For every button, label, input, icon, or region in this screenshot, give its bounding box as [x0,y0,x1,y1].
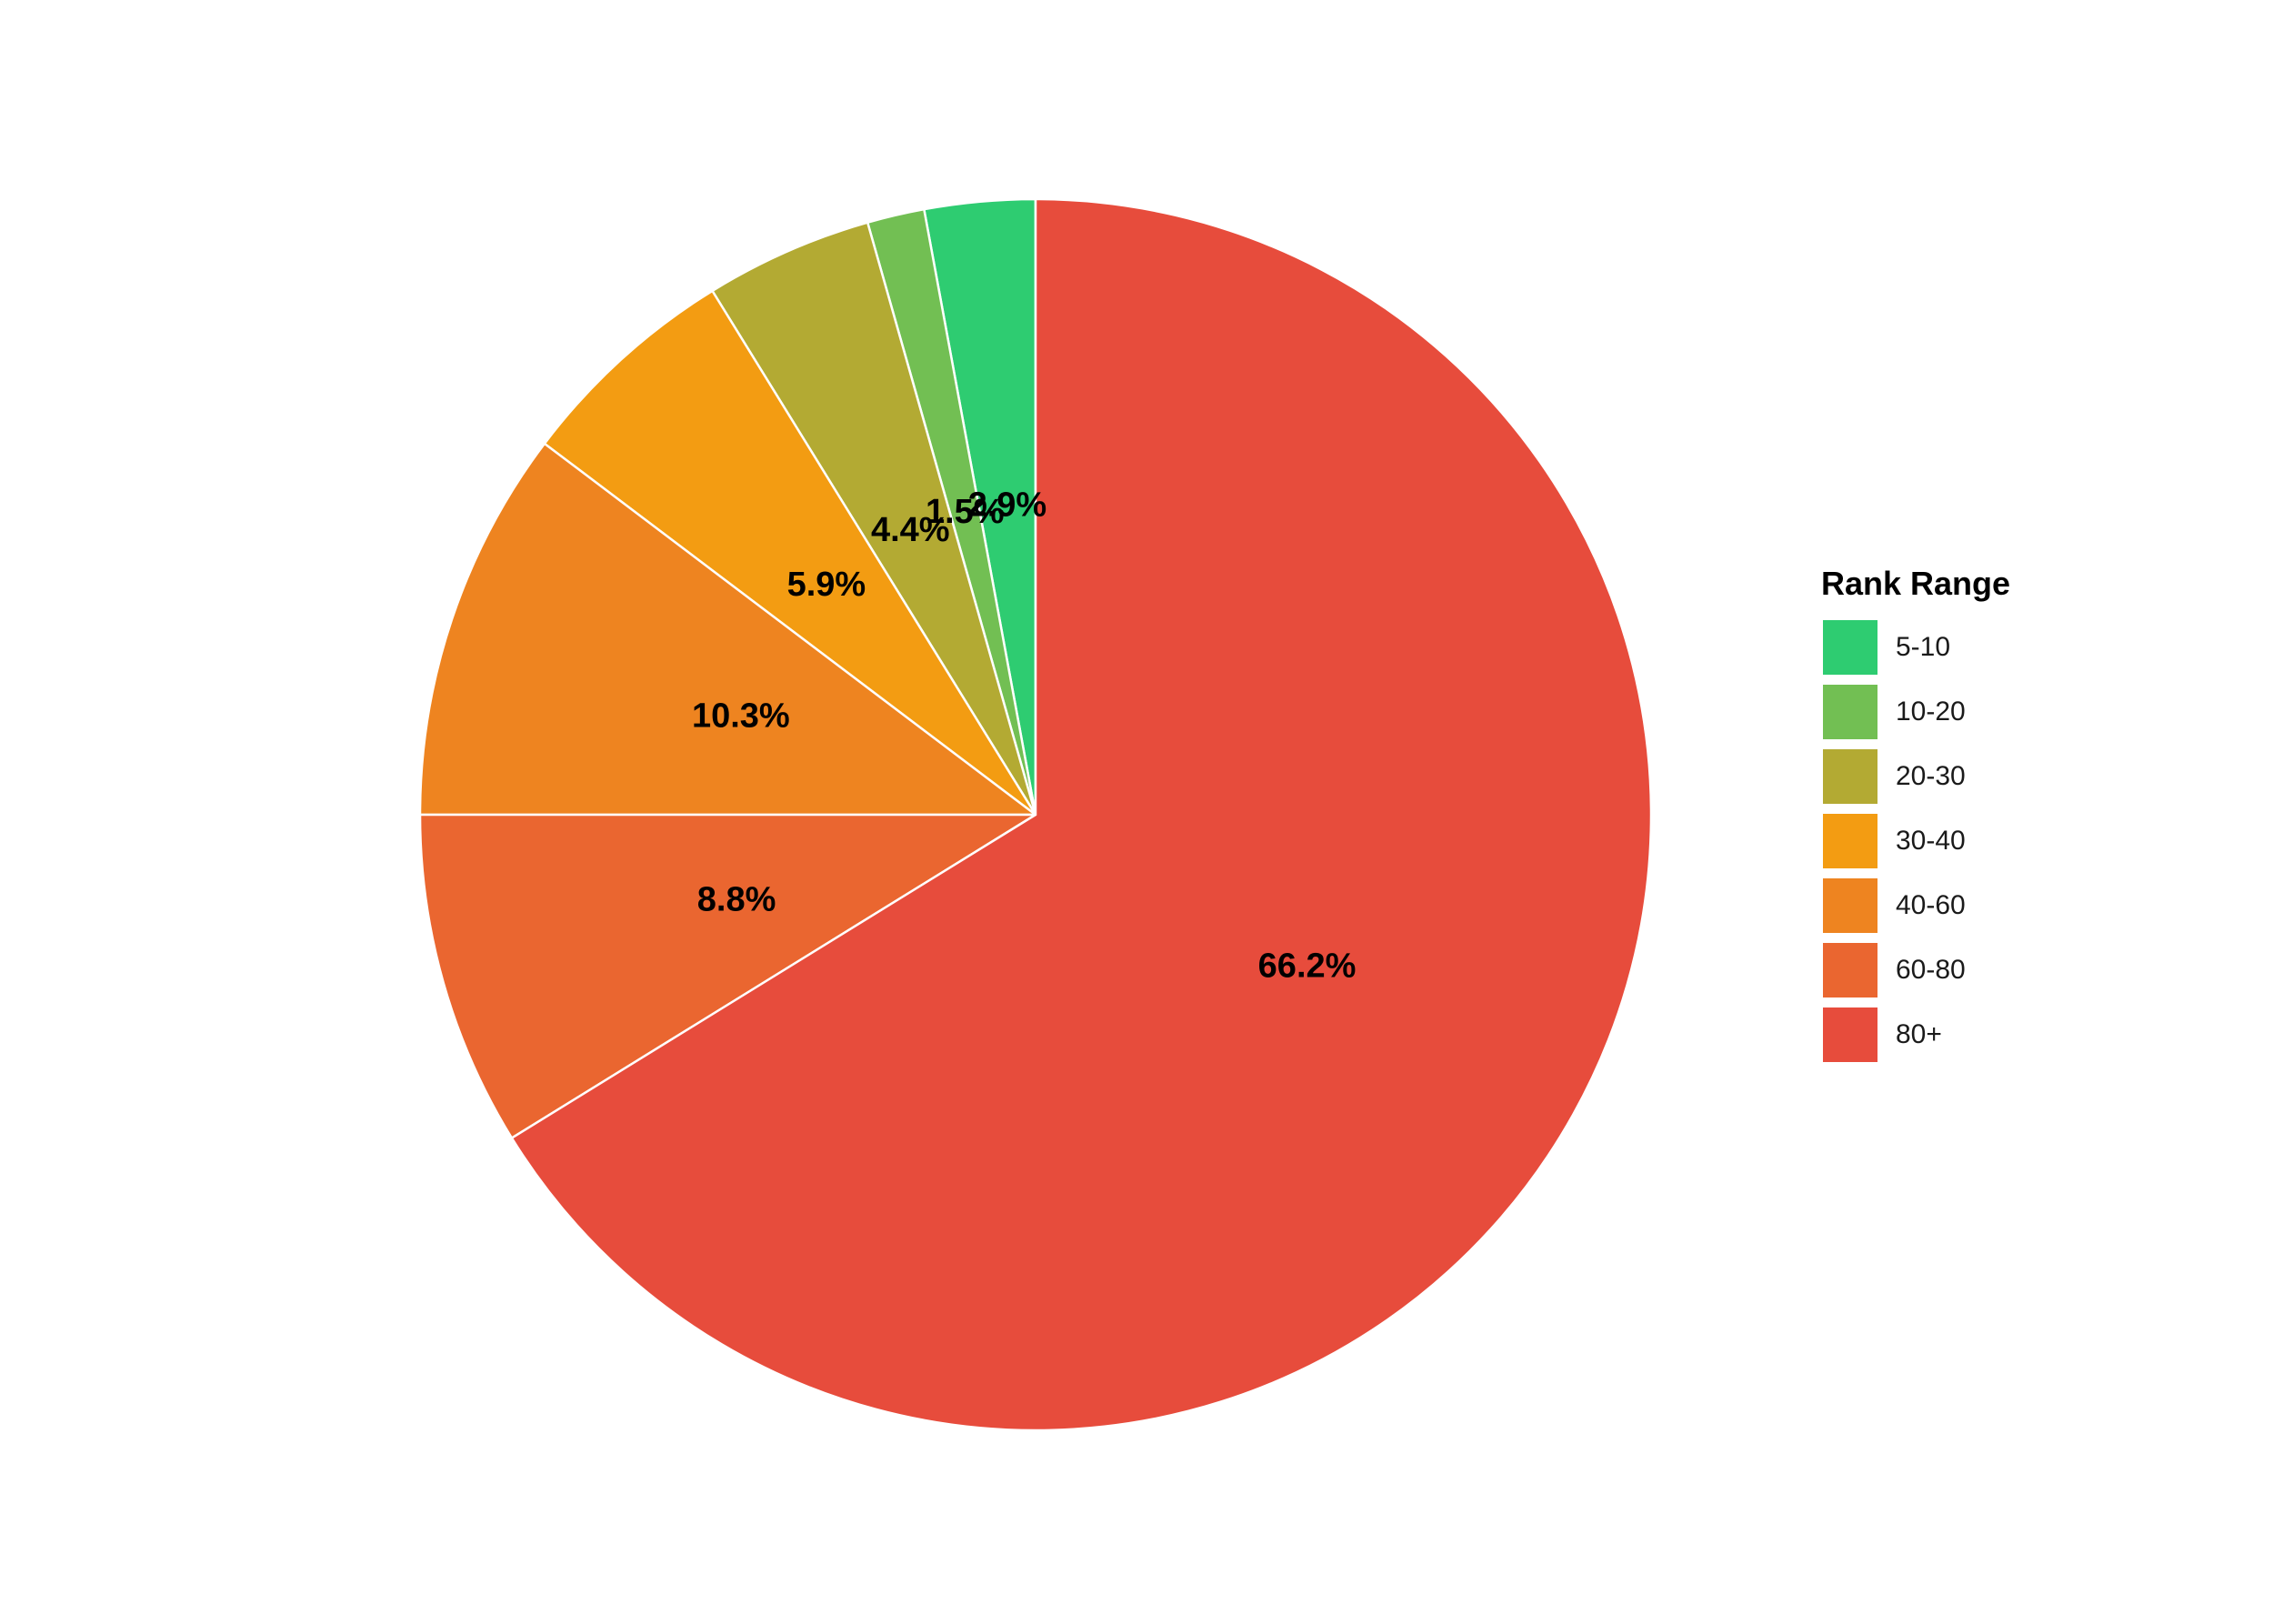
legend-label: 60-80 [1896,955,1966,986]
legend-label: 30-40 [1896,826,1966,857]
legend-title: Rank Range [1821,564,2010,604]
legend-label: 20-30 [1896,761,1966,792]
legend-items: 5-10 10-20 20-30 30-40 40-60 60-80 80+ [1821,615,2010,1067]
slice-label-30-40: 5.9% [787,566,866,604]
legend-swatch [1821,747,1879,806]
legend-item-60-80: 60-80 [1821,937,2010,1002]
legend-swatch [1821,877,1879,935]
legend-label: 40-60 [1896,890,1966,921]
slice-label-40-60: 10.3% [692,697,790,735]
legend-label: 10-20 [1896,697,1966,727]
slice-label-60-80: 8.8% [697,880,776,918]
slice-label-80+: 66.2% [1258,947,1357,986]
legend-item-10-20: 10-20 [1821,679,2010,744]
legend-swatch [1821,812,1879,870]
legend-label: 5-10 [1896,632,1950,663]
legend-swatch [1821,1006,1879,1064]
legend-item-40-60: 40-60 [1821,873,2010,937]
legend-label: 80+ [1896,1019,1942,1050]
legend-swatch [1821,941,1879,999]
legend-item-30-40: 30-40 [1821,808,2010,873]
legend: Rank Range 5-10 10-20 20-30 30-40 40-60 60-80… [1821,564,2010,1067]
legend-item-20-30: 20-30 [1821,744,2010,808]
slice-label-20-30: 4.4% [871,511,950,549]
legend-swatch [1821,683,1879,741]
legend-item-5-10: 5-10 [1821,615,2010,679]
pie-slices [420,199,1651,1430]
legend-swatch [1821,618,1879,677]
legend-item-80+: 80+ [1821,1002,2010,1067]
